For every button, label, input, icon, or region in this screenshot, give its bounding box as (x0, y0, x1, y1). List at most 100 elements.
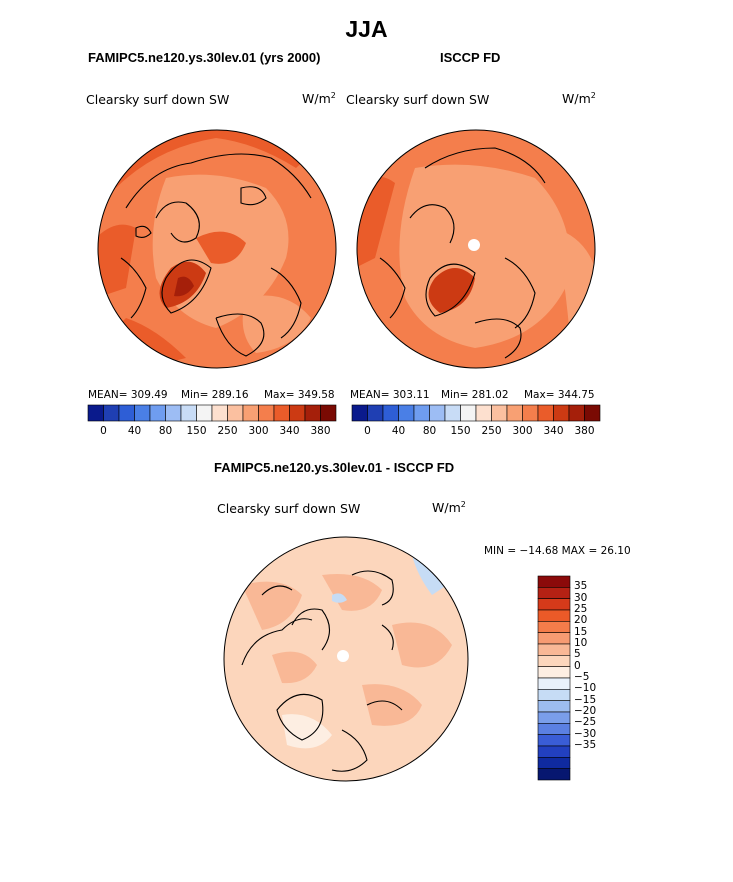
diff-colorbar-swatch (537, 700, 571, 713)
diff-colorbar-swatch (537, 643, 571, 656)
left-colorbar-tick-label: 380 (310, 425, 331, 437)
diff-colorbar-swatch (537, 711, 571, 724)
diff-colorbar (537, 575, 571, 781)
diff-colorbar-swatch (537, 723, 571, 735)
diff-colorbar-tick-label: −35 (574, 739, 597, 751)
right-colorbar-swatch (351, 404, 368, 422)
diff-colorbar-swatch (537, 734, 571, 747)
right-min-stat: Min= 281.02 (441, 389, 509, 401)
right-colorbar-swatch (444, 404, 461, 422)
diff-minmax-label: MIN = −14.68 MAX = 26.10 (484, 545, 631, 557)
diff-colorbar-swatch (537, 689, 571, 701)
left-colorbar-tick-label: 0 (100, 425, 107, 437)
left-colorbar-tick-label: 150 (186, 425, 207, 437)
right-units-label: W/m2 (562, 91, 596, 107)
diff-colorbar-swatch (537, 575, 571, 588)
left-units-label: W/m2 (302, 91, 336, 107)
right-colorbar-swatch (522, 404, 539, 422)
right-colorbar-swatch (367, 404, 384, 422)
right-colorbar-swatch (506, 404, 523, 422)
diff-colorbar-tick-label: −15 (574, 693, 597, 706)
diff-colorbar-swatch (537, 757, 571, 769)
left-colorbar-swatch (165, 404, 182, 422)
diff-colorbar-ticks: 35 30 25 20 15 10 5 0 −5 −10 −15 −20 −25 −30 −35 (574, 576, 614, 780)
left-colorbar-swatch (227, 404, 244, 422)
left-mean-stat: MEAN= 309.49 (88, 389, 168, 401)
right-colorbar (351, 404, 601, 422)
right-colorbar-swatch (413, 404, 430, 422)
left-colorbar-swatch (196, 404, 213, 422)
right-max-stat: Max= 344.75 (524, 389, 595, 401)
right-polar-map (356, 129, 596, 369)
diff-colorbar-tick-label: −25 (574, 716, 597, 729)
diff-colorbar-tick-label: 25 (574, 603, 588, 615)
left-colorbar-swatch (289, 404, 306, 422)
right-colorbar-swatch (584, 404, 601, 422)
left-colorbar-swatch (180, 404, 197, 422)
right-panel-title: ISCCP FD (440, 50, 501, 65)
left-colorbar-tick-label: 250 (217, 425, 238, 437)
diff-polar-map (223, 536, 469, 782)
left-colorbar-tick-label: 40 (127, 425, 142, 437)
left-colorbar-swatch (103, 404, 120, 422)
diff-colorbar-swatch (537, 677, 571, 690)
left-colorbar-ticks: 0 40 80 150 250 300 340 380 (88, 425, 336, 439)
left-polar-map (97, 129, 337, 369)
diff-colorbar-tick-label: 15 (574, 625, 588, 638)
left-colorbar-swatch (273, 404, 290, 422)
right-colorbar-swatch (491, 404, 508, 422)
right-colorbar-swatch (398, 404, 415, 422)
diff-colorbar-swatch (537, 745, 571, 758)
diff-colorbar-swatch (537, 609, 571, 622)
right-colorbar-swatch (553, 404, 570, 422)
right-colorbar-swatch (568, 404, 585, 422)
left-colorbar-swatch (149, 404, 166, 422)
left-colorbar-swatch (320, 404, 337, 422)
diff-colorbar-swatch (537, 768, 571, 781)
right-colorbar-tick-label: 0 (364, 425, 371, 437)
left-colorbar-swatch (134, 404, 151, 422)
diff-colorbar-swatch (537, 621, 571, 633)
diff-colorbar-tick-label: −10 (574, 682, 597, 695)
right-colorbar-swatch (382, 404, 399, 422)
left-colorbar-tick-label: 80 (158, 425, 173, 437)
left-panel-title: FAMIPC5.ne120.ys.30lev.01 (yrs 2000) (88, 50, 321, 65)
diff-colorbar-tick-label: 20 (574, 614, 588, 627)
main-title: JJA (345, 16, 388, 42)
diff-panel-title: FAMIPC5.ne120.ys.30lev.01 - ISCCP FD (214, 460, 455, 475)
left-colorbar-swatch (87, 404, 104, 422)
left-min-stat: Min= 289.16 (181, 389, 249, 401)
diff-colorbar-tick-label: 35 (574, 580, 588, 593)
diff-colorbar-swatch (537, 598, 571, 611)
right-colorbar-tick-label: 40 (391, 425, 406, 437)
left-max-stat: Max= 349.58 (264, 389, 335, 401)
right-colorbar-tick-label: 150 (450, 425, 471, 437)
right-colorbar-tick-label: 340 (543, 425, 564, 437)
left-variable-label: Clearsky surf down SW (86, 92, 230, 107)
right-colorbar-swatch (460, 404, 477, 422)
right-colorbar-swatch (429, 404, 446, 422)
left-colorbar-swatch (211, 404, 228, 422)
right-colorbar-tick-label: 300 (512, 425, 533, 437)
diff-colorbar-tick-label: −5 (574, 671, 590, 683)
diff-colorbar-tick-label: 0 (574, 659, 581, 672)
right-variable-label: Clearsky surf down SW (346, 92, 490, 107)
right-colorbar-tick-label: 380 (574, 425, 595, 437)
right-colorbar-swatch (475, 404, 492, 422)
diff-colorbar-tick-label: 30 (574, 591, 588, 604)
diff-colorbar-swatch (537, 587, 571, 599)
left-colorbar-swatch (118, 404, 135, 422)
right-colorbar-swatch (537, 404, 554, 422)
diff-colorbar-swatch (537, 655, 571, 667)
diff-colorbar-tick-label: −30 (574, 727, 597, 740)
diff-colorbar-tick-label: −20 (574, 705, 597, 717)
diff-colorbar-tick-label: 10 (574, 637, 588, 649)
right-colorbar-ticks: 0 40 80 150 250 300 340 380 (352, 425, 600, 439)
right-colorbar-tick-label: 80 (422, 425, 437, 437)
diff-colorbar-swatch (537, 666, 571, 679)
left-colorbar-swatch (242, 404, 259, 422)
left-colorbar-swatch (304, 404, 321, 422)
left-colorbar-tick-label: 340 (279, 425, 300, 437)
left-colorbar-swatch (258, 404, 275, 422)
left-colorbar (87, 404, 337, 422)
